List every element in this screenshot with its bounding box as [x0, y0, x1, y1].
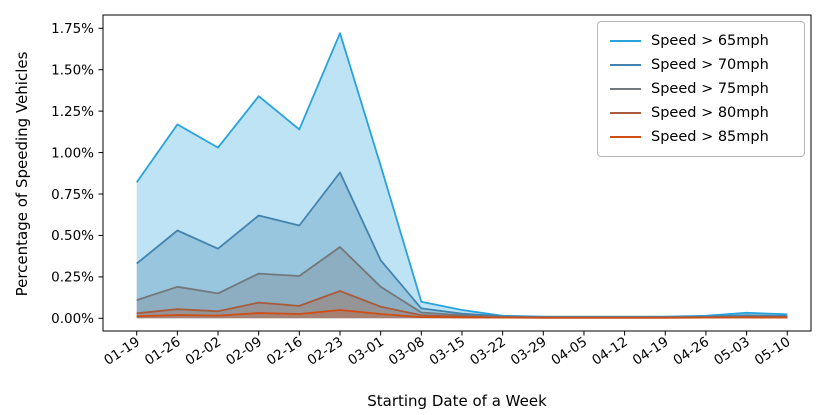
y-tick-label: 1.50% — [51, 63, 94, 79]
legend-label: Speed > 70mph — [651, 57, 769, 73]
x-tick-label: 03-08 — [386, 334, 428, 369]
legend-label: Speed > 85mph — [651, 129, 769, 145]
legend-item-3: Speed > 80mph — [610, 101, 794, 125]
series-line-4 — [136, 309, 788, 319]
x-tick-label: 01-26 — [142, 334, 184, 369]
legend: Speed > 65mph Speed > 70mph Speed > 75mph S… — [597, 21, 805, 157]
y-tick-label: 1.75% — [51, 21, 94, 37]
y-tick-label: 1.00% — [51, 145, 94, 161]
y-tick-label: 0.75% — [51, 187, 94, 203]
y-tick-label: 0.50% — [51, 228, 94, 244]
legend-line-sample — [610, 112, 641, 114]
x-tick-label: 03-22 — [467, 334, 509, 369]
legend-line-sample — [610, 136, 641, 138]
legend-item-0: Speed > 65mph — [610, 29, 794, 53]
x-tick-label: 04-12 — [589, 334, 631, 369]
x-tick-label: 03-29 — [508, 334, 550, 369]
y-tick-label: 0.25% — [51, 270, 94, 286]
legend-line-sample — [610, 64, 641, 66]
x-tick-label: 04-19 — [630, 334, 672, 369]
x-tick-label: 04-05 — [549, 334, 591, 369]
series-area-3 — [136, 291, 788, 319]
y-axis-label: Percentage of Speeding Vehicles — [13, 51, 31, 297]
x-tick-label: 02-16 — [264, 334, 306, 369]
series-area-1 — [136, 172, 788, 319]
x-axis-label: Starting Date of a Week — [367, 392, 547, 410]
x-tick-label: 02-09 — [223, 334, 265, 369]
x-tick-label: 02-02 — [183, 334, 225, 369]
series-area-2 — [136, 247, 788, 319]
legend-item-2: Speed > 75mph — [610, 77, 794, 101]
legend-label: Speed > 75mph — [651, 81, 769, 97]
legend-line-sample — [610, 40, 641, 42]
legend-label: Speed > 65mph — [651, 33, 769, 49]
x-tick-label: 02-23 — [305, 334, 347, 369]
y-tick-label: 1.25% — [51, 104, 94, 120]
x-tick-label: 03-15 — [427, 334, 469, 369]
legend-line-sample — [610, 88, 641, 90]
x-tick-label: 04-26 — [670, 334, 712, 369]
legend-item-1: Speed > 70mph — [610, 53, 794, 77]
legend-label: Speed > 80mph — [651, 105, 769, 121]
x-tick-label: 05-03 — [711, 334, 753, 369]
x-tick-label: 05-10 — [752, 334, 794, 369]
x-tick-label: 01-19 — [101, 334, 143, 369]
legend-item-4: Speed > 85mph — [610, 125, 794, 149]
y-tick-label: 0.00% — [51, 311, 94, 327]
series-area-4 — [136, 310, 788, 319]
x-tick-label: 03-01 — [345, 334, 387, 369]
plot-border — [102, 14, 812, 332]
series-area-0 — [136, 33, 788, 319]
